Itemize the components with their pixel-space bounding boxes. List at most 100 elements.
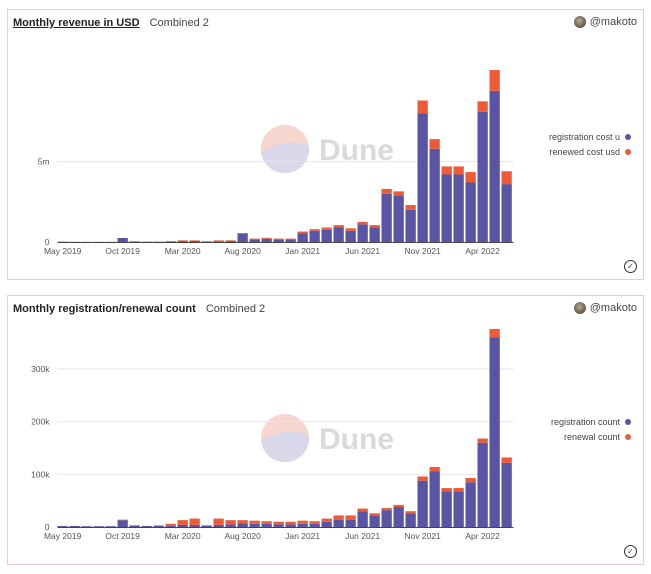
bar-registration: [93, 526, 104, 527]
bar-registration: [273, 524, 284, 527]
x-tick-label: Jan 2021: [285, 531, 320, 541]
bar-renewal: [285, 521, 296, 525]
bar-registration: [141, 241, 152, 243]
bar-registration: [225, 241, 236, 242]
avatar: [573, 302, 586, 314]
bar-registration: [345, 230, 356, 242]
x-tick-label: Jan 2021: [285, 246, 320, 256]
bar-renewal: [189, 240, 200, 242]
author-name: @makoto: [589, 16, 637, 28]
bar-registration: [477, 442, 488, 527]
bar-renewal: [501, 171, 512, 185]
bar-renewal: [309, 521, 320, 524]
bar-registration: [213, 241, 224, 242]
bar-registration: [213, 524, 224, 527]
legend-label: renewal count: [564, 432, 621, 442]
legend-dot-icon: [625, 434, 631, 440]
panel-title-row: Monthly revenue in USD Combined 2: [13, 17, 209, 29]
bar-renewal: [261, 521, 272, 524]
bar-renewal: [309, 229, 320, 231]
bar-registration: [393, 195, 404, 242]
bar-registration: [201, 525, 212, 527]
author-badge[interactable]: @makoto: [573, 302, 637, 314]
bar-registration: [237, 523, 248, 527]
bar-renewal: [393, 504, 404, 507]
bar-renewal: [393, 191, 404, 196]
bar-renewal: [333, 515, 344, 520]
y-tick-label: 100k: [31, 469, 50, 479]
bar-registration: [405, 209, 416, 242]
bar-registration: [345, 519, 356, 527]
bar-renewal: [369, 225, 380, 228]
y-tick-label: 0: [45, 237, 50, 247]
bar-registration: [189, 524, 200, 527]
bar-renewal: [177, 240, 188, 242]
bar-registration: [297, 523, 308, 527]
bar-renewal: [177, 520, 188, 525]
chart-title[interactable]: Monthly registration/renewal count: [13, 303, 196, 315]
bar-renewal: [165, 241, 176, 242]
bar-registration: [285, 524, 296, 527]
dune-watermark: Dune: [261, 125, 394, 174]
bar-registration: [129, 241, 140, 242]
bar-renewal: [213, 240, 224, 242]
bar-registration: [453, 491, 464, 527]
watermark-text: Dune: [319, 423, 394, 456]
y-tick-label: 5m: [38, 157, 50, 167]
bar-renewal: [477, 101, 488, 112]
bar-registration: [249, 523, 260, 527]
bar-registration: [309, 523, 320, 527]
bar-renewal: [417, 100, 428, 114]
legend-dot-icon: [625, 134, 631, 140]
bar-registration: [333, 519, 344, 527]
bar-registration: [321, 521, 332, 527]
author-badge[interactable]: @makoto: [573, 16, 637, 28]
x-tick-label: Apr 2022: [465, 531, 500, 541]
legend-label: renewed cost usd: [549, 147, 620, 157]
x-tick-label: Aug 2020: [224, 246, 261, 256]
y-tick-label: 0: [45, 522, 50, 532]
bar-renewal: [297, 520, 308, 524]
x-tick-label: Oct 2019: [105, 531, 140, 541]
bar-registration: [57, 525, 68, 527]
x-tick-label: Apr 2022: [465, 246, 500, 256]
bar-renewal: [153, 525, 164, 527]
bar-registration: [309, 230, 320, 242]
check-circle-icon: ✓: [624, 260, 637, 273]
bar-registration: [285, 239, 296, 242]
x-tick-label: Jun 2021: [345, 246, 380, 256]
bar-registration: [201, 241, 212, 242]
bar-registration: [261, 238, 272, 242]
bar-registration: [297, 233, 308, 242]
count-chart-panel: Monthly registration/renewal count Combi…: [7, 295, 644, 565]
bar-registration: [249, 239, 260, 242]
bar-renewal: [249, 520, 260, 524]
bar-registration: [333, 227, 344, 242]
bar-registration: [225, 524, 236, 527]
bar-registration: [69, 525, 80, 527]
count-bar-chart: Dune 0 100k 200k 300k May 2019 Oct 2019 Mar 202…: [31, 329, 631, 541]
bar-registration: [381, 510, 392, 527]
bar-renewal: [321, 518, 332, 522]
bar-renewal: [357, 508, 368, 512]
chart-title[interactable]: Monthly revenue in USD: [13, 17, 140, 29]
bar-registration: [501, 184, 512, 242]
bar-registration: [489, 337, 500, 527]
bar-registration: [321, 229, 332, 242]
bar-renewal: [429, 139, 440, 149]
y-tick-label: 300k: [31, 364, 50, 374]
bar-renewal: [441, 488, 452, 492]
revenue-chart-panel: Monthly revenue in USD Combined 2 @makot…: [7, 9, 644, 280]
bar-renewal: [453, 488, 464, 492]
bar-registration: [141, 525, 152, 527]
bar-renewal: [441, 166, 452, 175]
x-tick-label: Aug 2020: [224, 531, 261, 541]
bar-registration: [465, 182, 476, 242]
bar-renewal: [345, 228, 356, 231]
bar-renewal: [489, 329, 500, 338]
panel-title-row: Monthly registration/renewal count Combi…: [13, 303, 265, 315]
bar-registration: [237, 233, 248, 242]
legend-label: registration count: [551, 417, 621, 427]
bar-registration: [393, 506, 404, 527]
bar-registration: [129, 525, 140, 527]
